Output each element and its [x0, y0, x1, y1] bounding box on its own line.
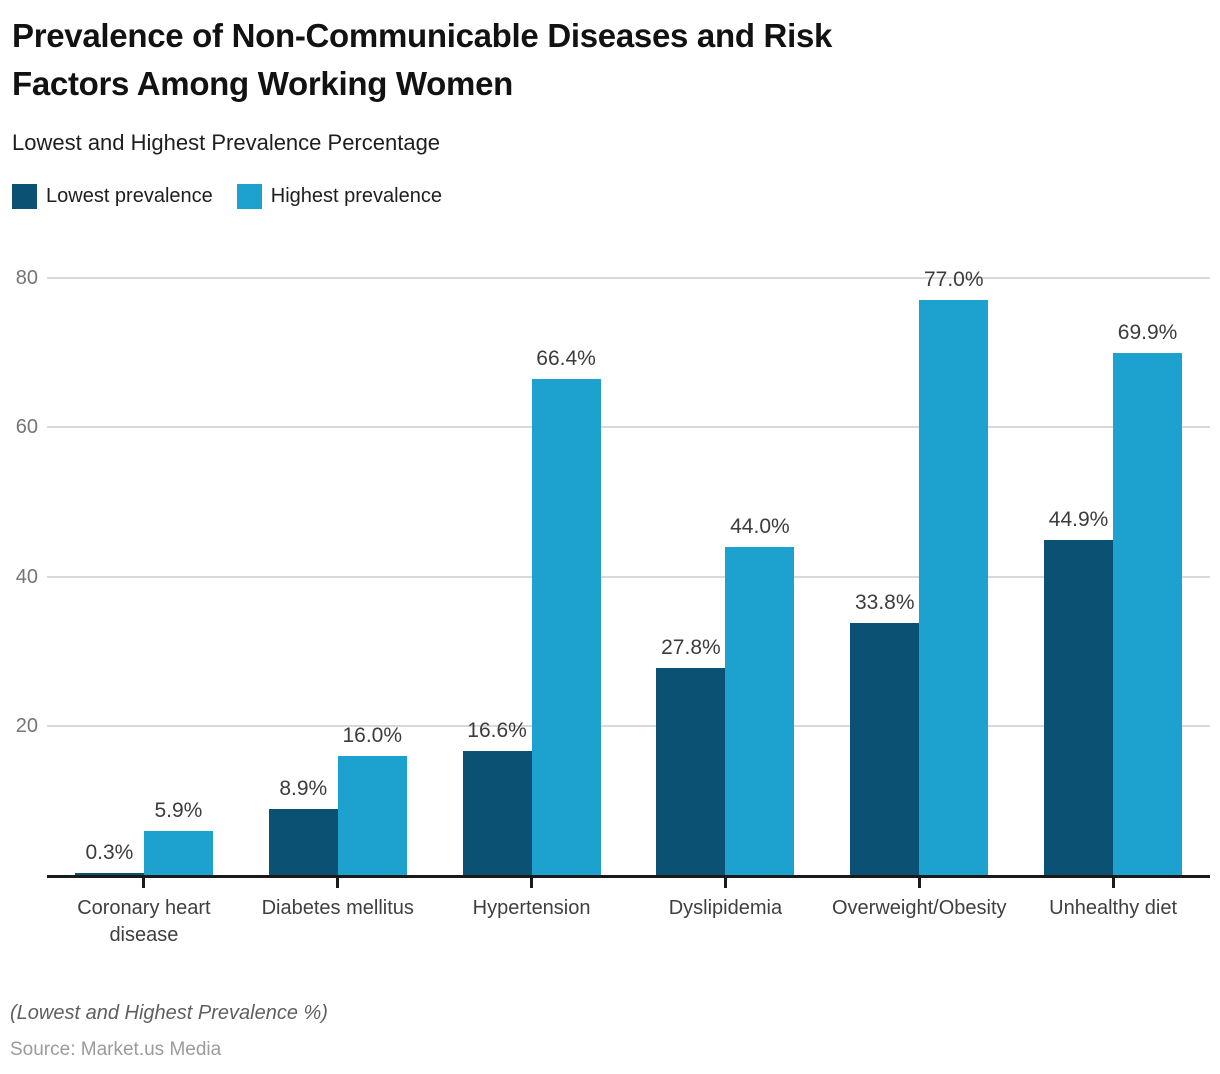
gridline-80	[47, 277, 1210, 279]
value-label-highest-4: 44.0%	[730, 514, 790, 538]
chart-legend: Lowest prevalence Highest prevalence	[12, 184, 442, 209]
category-label-1: Coronary heart disease	[77, 897, 211, 946]
legend-item-highest: Highest prevalence	[236, 184, 442, 209]
page-title-line-1: Prevalence of Non-Communicable Diseases …	[12, 17, 833, 54]
value-label-lowest-4: 27.8%	[661, 635, 721, 659]
x-axis-tick-5	[917, 878, 921, 888]
grouped-bar-chart: 20 40 60 80 0.3% 5.9% Coronary heart disease 8.…	[15, 267, 1210, 946]
bar-lowest-2	[268, 808, 338, 875]
value-label-lowest-3: 16.6%	[467, 719, 527, 743]
x-axis-line	[47, 875, 1210, 878]
bar-lowest-3	[462, 751, 532, 875]
bar-lowest-5	[850, 622, 920, 875]
bar-lowest-1	[74, 872, 144, 875]
y-axis-tick-label-80: 80	[15, 267, 38, 289]
value-label-highest-1: 5.9%	[154, 798, 203, 822]
y-axis-tick-label-60: 60	[15, 416, 38, 439]
x-axis-tick-4	[723, 878, 727, 888]
bar-highest-6	[1113, 353, 1183, 875]
bar-highest-1	[143, 830, 213, 875]
chart-subtitle: Lowest and Highest Prevalence Percentage	[12, 130, 441, 155]
bar-highest-4	[725, 546, 795, 875]
value-label-lowest-1: 0.3%	[85, 840, 134, 864]
value-label-highest-3: 66.4%	[536, 347, 596, 371]
legend-swatch-highest	[236, 184, 262, 209]
category-label-4: Dyslipidemia	[668, 897, 783, 919]
category-label-6: Unhealthy diet	[1049, 897, 1178, 919]
legend-item-lowest: Lowest prevalence	[12, 184, 213, 209]
x-axis-tick-2	[336, 878, 340, 888]
bar-lowest-6	[1044, 539, 1114, 875]
legend-label-highest: Highest prevalence	[270, 185, 442, 207]
page-title: Prevalence of Non-Communicable Diseases …	[12, 12, 832, 108]
value-label-highest-2: 16.0%	[342, 723, 403, 747]
category-label-5: Overweight/Obesity	[831, 897, 1007, 919]
category-label-2: Diabetes mellitus	[261, 897, 414, 919]
bar-lowest-4	[656, 667, 726, 875]
legend-swatch-lowest	[12, 184, 37, 209]
category-label-3: Hypertension	[472, 897, 591, 919]
x-axis-tick-1	[142, 878, 146, 888]
gridline-20	[47, 724, 1210, 727]
page-title-line-2: Factors Among Working Women	[12, 65, 513, 102]
value-label-highest-6: 69.9%	[1117, 321, 1178, 345]
gridline-40	[47, 575, 1210, 578]
chart-footnote: (Lowest and Highest Prevalence %)	[10, 1002, 328, 1024]
y-axis-tick-label-20: 20	[15, 714, 38, 737]
gridline-60	[47, 426, 1210, 429]
value-label-lowest-6: 44.9%	[1048, 507, 1109, 531]
y-axis-tick-label-40: 40	[15, 565, 38, 588]
bar-highest-5	[919, 300, 989, 875]
legend-label-lowest: Lowest prevalence	[46, 185, 213, 207]
value-label-lowest-2: 8.9%	[279, 776, 328, 800]
value-label-highest-5: 77.0%	[923, 268, 984, 292]
x-axis-tick-3	[530, 878, 534, 888]
value-label-lowest-5: 33.8%	[854, 590, 915, 614]
bar-highest-2	[337, 755, 407, 875]
x-axis-tick-6	[1111, 878, 1115, 888]
chart-source: Source: Market.us Media	[10, 1039, 222, 1060]
bar-highest-3	[531, 379, 601, 875]
